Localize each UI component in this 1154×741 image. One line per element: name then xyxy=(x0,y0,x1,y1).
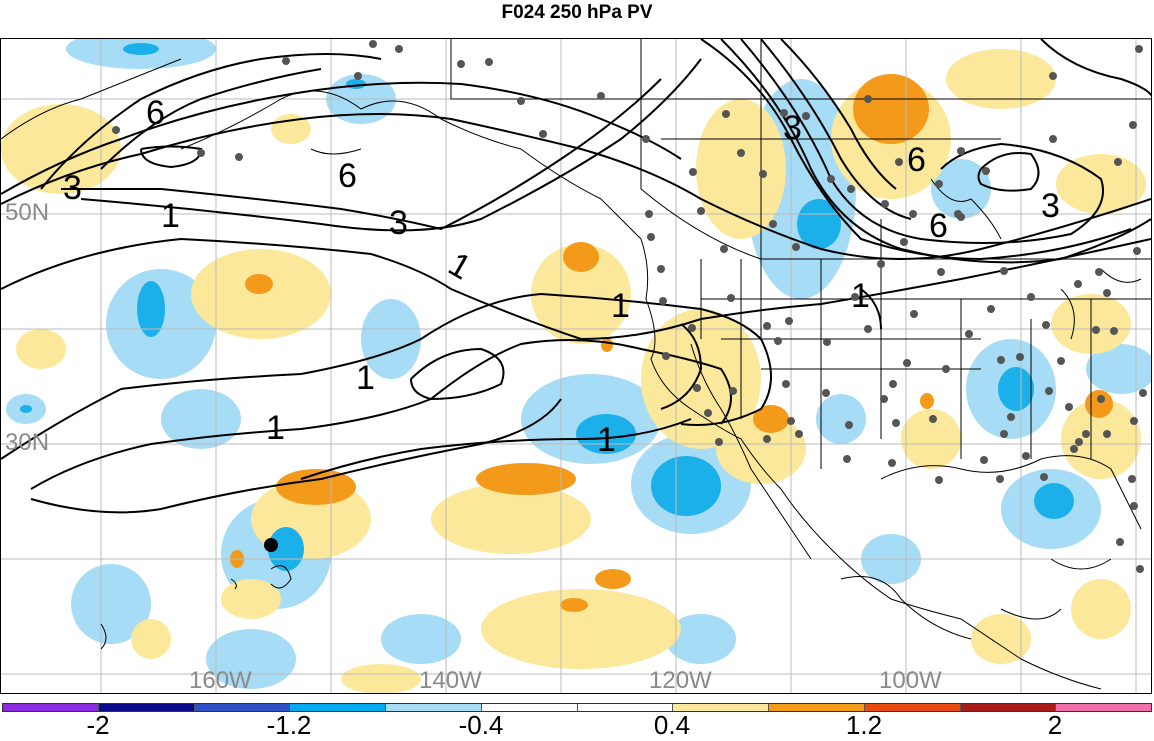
colorbar-label: 0.4 xyxy=(653,710,691,740)
contour-label: 1 xyxy=(266,409,285,447)
colorbar-segment xyxy=(290,704,386,711)
colorbar-segment xyxy=(386,704,482,711)
colorbar-segment xyxy=(98,704,195,711)
colorbar-segment xyxy=(769,704,865,711)
map-canvas: 1 1 1 1 1 1 1 3 3 3 3 6 6 6 6 xyxy=(1,39,1151,693)
longitude-label-140w: 140W xyxy=(419,667,482,694)
pv-contours xyxy=(1,39,1151,514)
colorbar-segment xyxy=(864,704,961,711)
contour-label: 1 xyxy=(356,359,375,397)
contour-label: 1 xyxy=(611,287,630,325)
colorbar-segment xyxy=(194,704,291,711)
contour-label: 1 xyxy=(442,245,477,287)
contour-label: 1 xyxy=(597,421,616,459)
contour-label: 3 xyxy=(1041,187,1060,225)
latitude-label-50n: 50N xyxy=(5,199,50,226)
contour-label: 1 xyxy=(851,277,870,315)
contour-label: 6 xyxy=(907,141,926,179)
contour-label: 3 xyxy=(783,109,802,147)
colorbar-label: 1.2 xyxy=(845,710,883,740)
contour-label: 6 xyxy=(338,157,357,195)
contour-label: 6 xyxy=(146,94,165,132)
colorbar xyxy=(2,703,1152,712)
colorbar-segment xyxy=(673,704,769,711)
colorbar-label: -1.2 xyxy=(266,710,312,740)
longitude-label-160w: 160W xyxy=(189,667,252,694)
colorbar-segment xyxy=(577,704,674,711)
longitude-label-120w: 120W xyxy=(649,667,712,694)
contour-label: 6 xyxy=(929,207,948,245)
colorbar-label: -2 xyxy=(86,710,110,740)
latitude-label-30n: 30N xyxy=(5,429,50,456)
colorbar-segment xyxy=(481,704,578,711)
map-panel: 1 1 1 1 1 1 1 3 3 3 3 6 6 6 6 50N 30N 16… xyxy=(0,38,1152,694)
colorbar-label: 2 xyxy=(1047,710,1063,740)
colorbar-segment xyxy=(1056,704,1151,711)
contour-label: 1 xyxy=(161,197,180,235)
chart-title: F024 250 hPa PV xyxy=(501,2,653,23)
contour-label: 3 xyxy=(389,204,408,242)
contour-label: 3 xyxy=(63,169,82,207)
colorbar-segment xyxy=(3,704,99,711)
colorbar-label: -0.4 xyxy=(458,710,504,740)
colorbar-segment xyxy=(960,704,1057,711)
pv-anomaly-shading xyxy=(1,39,1151,693)
location-marker xyxy=(264,538,278,552)
longitude-label-100w: 100W xyxy=(879,667,942,694)
station-dots xyxy=(112,40,1147,573)
